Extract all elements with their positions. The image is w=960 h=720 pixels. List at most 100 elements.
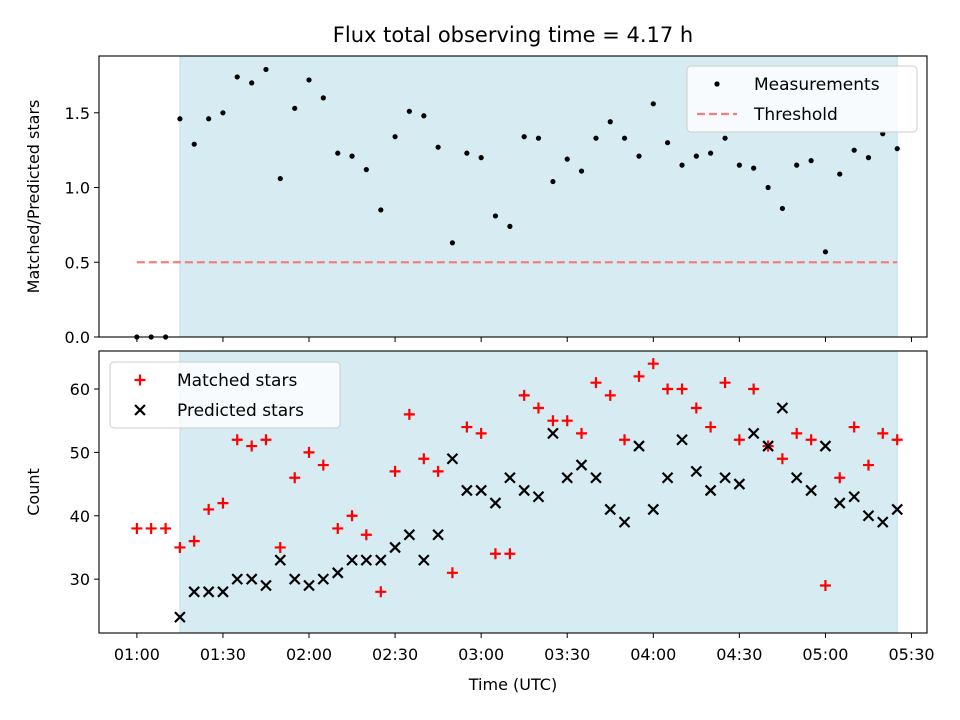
- predicted-stars-point: [647, 503, 660, 516]
- predicted-stars-point: [217, 586, 229, 598]
- matched-stars-point: [561, 415, 573, 427]
- legend: Matched stars Predicted stars: [109, 361, 341, 429]
- matched-stars-point: [217, 497, 229, 509]
- measurements-point: [177, 116, 183, 122]
- matched-stars-point: [461, 421, 473, 433]
- predicted-stars-point: [418, 554, 430, 566]
- predicted-stars-point: [346, 554, 358, 566]
- predicted-stars-point: [719, 471, 731, 484]
- measurements-point: [206, 116, 212, 122]
- legend-label: Measurements: [754, 75, 880, 95]
- matched-stars-point: [705, 421, 717, 433]
- y-tick-label: 1.0: [65, 179, 90, 198]
- matched-stars-point: [891, 434, 903, 446]
- measurements-point: [421, 113, 427, 119]
- measurements-point: [535, 135, 542, 141]
- predicted-stars-point: [532, 490, 545, 503]
- measurements-point: [263, 66, 269, 73]
- measurements-panel: 0.0 0.5 1.0 1.5 Matched/Predicted stars Measu…: [24, 55, 928, 347]
- predicted-stars-point: [245, 573, 258, 585]
- matched-stars-point: [145, 522, 157, 534]
- matched-stars-point: [633, 370, 645, 382]
- predicted-stars-point: [288, 573, 301, 585]
- y-tick-label: 0.0: [65, 328, 90, 347]
- legend-measurements-swatch: [714, 81, 720, 87]
- predicted-stars-point: [590, 471, 602, 484]
- measurements-point: [607, 119, 613, 125]
- measurements-point: [679, 162, 685, 168]
- predicted-stars-point: [676, 433, 688, 446]
- measurements-point: [249, 80, 255, 86]
- predicted-stars-point: [331, 567, 344, 579]
- measurements-point: [779, 205, 786, 212]
- matched-stars-point: [375, 586, 387, 598]
- matched-stars-point: [748, 383, 760, 395]
- chart-title: Flux total observing time = 4.17 h: [333, 23, 693, 47]
- matched-stars-point: [188, 535, 200, 547]
- measurements-point: [865, 155, 872, 161]
- matched-stars-point: [260, 434, 272, 446]
- predicted-stars-point: [891, 503, 903, 516]
- measurements-point: [550, 178, 556, 185]
- matched-stars-point: [317, 459, 329, 471]
- measurements-point: [392, 134, 398, 140]
- measurements-point: [736, 162, 742, 168]
- matched-stars-point: [590, 377, 602, 389]
- measurements-point: [593, 135, 599, 141]
- matched-stars-point: [647, 358, 659, 370]
- measurements-point: [349, 153, 355, 159]
- matched-stars-point: [690, 402, 702, 414]
- predicted-stars-point: [317, 573, 330, 585]
- axes-frame: [98, 350, 928, 634]
- measurements-point: [894, 146, 900, 152]
- matched-stars-point: [834, 472, 846, 484]
- matched-stars-point: [576, 427, 588, 439]
- matched-stars-point: [303, 446, 315, 458]
- y-tick-label: 40: [70, 507, 90, 526]
- measurements-point: [478, 155, 484, 161]
- predicted-stars-point: [661, 471, 674, 484]
- matched-stars-point: [231, 434, 243, 446]
- x-tick-label: 04:30: [716, 645, 762, 664]
- matched-stars-point: [475, 427, 487, 439]
- predicted-stars-point: [489, 497, 502, 509]
- measurements-point: [636, 153, 642, 159]
- matched-stars-point: [819, 579, 831, 591]
- matched-stars-point: [160, 522, 172, 534]
- measurements-point: [808, 158, 814, 164]
- matched-stars-point: [547, 415, 559, 427]
- x-tick-label: 01:30: [200, 645, 246, 664]
- predicted-stars-point: [461, 484, 473, 497]
- matched-stars-point: [532, 402, 544, 414]
- predicted-stars-point: [805, 484, 817, 497]
- matched-stars-point: [403, 408, 415, 420]
- predicted-stars-point: [790, 471, 803, 484]
- predicted-stars-point: [475, 484, 487, 497]
- predicted-stars-point: [604, 503, 617, 516]
- matched-stars-point: [246, 440, 258, 452]
- matched-stars-point: [332, 522, 344, 534]
- measurements-point: [191, 141, 197, 147]
- x-tick-label: 01:00: [114, 645, 160, 664]
- matched-stars-point: [489, 548, 501, 560]
- measurements-point: [822, 249, 829, 255]
- predicted-stars-point: [819, 440, 832, 452]
- measurements-point: [492, 213, 499, 219]
- measurements-point: [765, 184, 771, 191]
- predicted-stars-point: [446, 452, 459, 465]
- matched-stars-point: [791, 427, 803, 439]
- predicted-stars-point: [231, 573, 244, 585]
- measurements-point: [564, 156, 570, 162]
- predicted-stars-point: [561, 471, 574, 484]
- measurements-point: [621, 135, 628, 141]
- y-tick-label: 50: [70, 443, 90, 462]
- matched-stars-point: [662, 383, 674, 395]
- x-tick-label: 02:00: [286, 645, 332, 664]
- measurements-point: [578, 168, 585, 174]
- matched-stars-point: [274, 541, 286, 553]
- measurements-point: [320, 95, 326, 101]
- predicted-stars-point: [260, 579, 272, 592]
- measurements-point: [277, 175, 283, 182]
- measurements-point: [335, 150, 341, 156]
- predicted-stars-point: [202, 586, 215, 598]
